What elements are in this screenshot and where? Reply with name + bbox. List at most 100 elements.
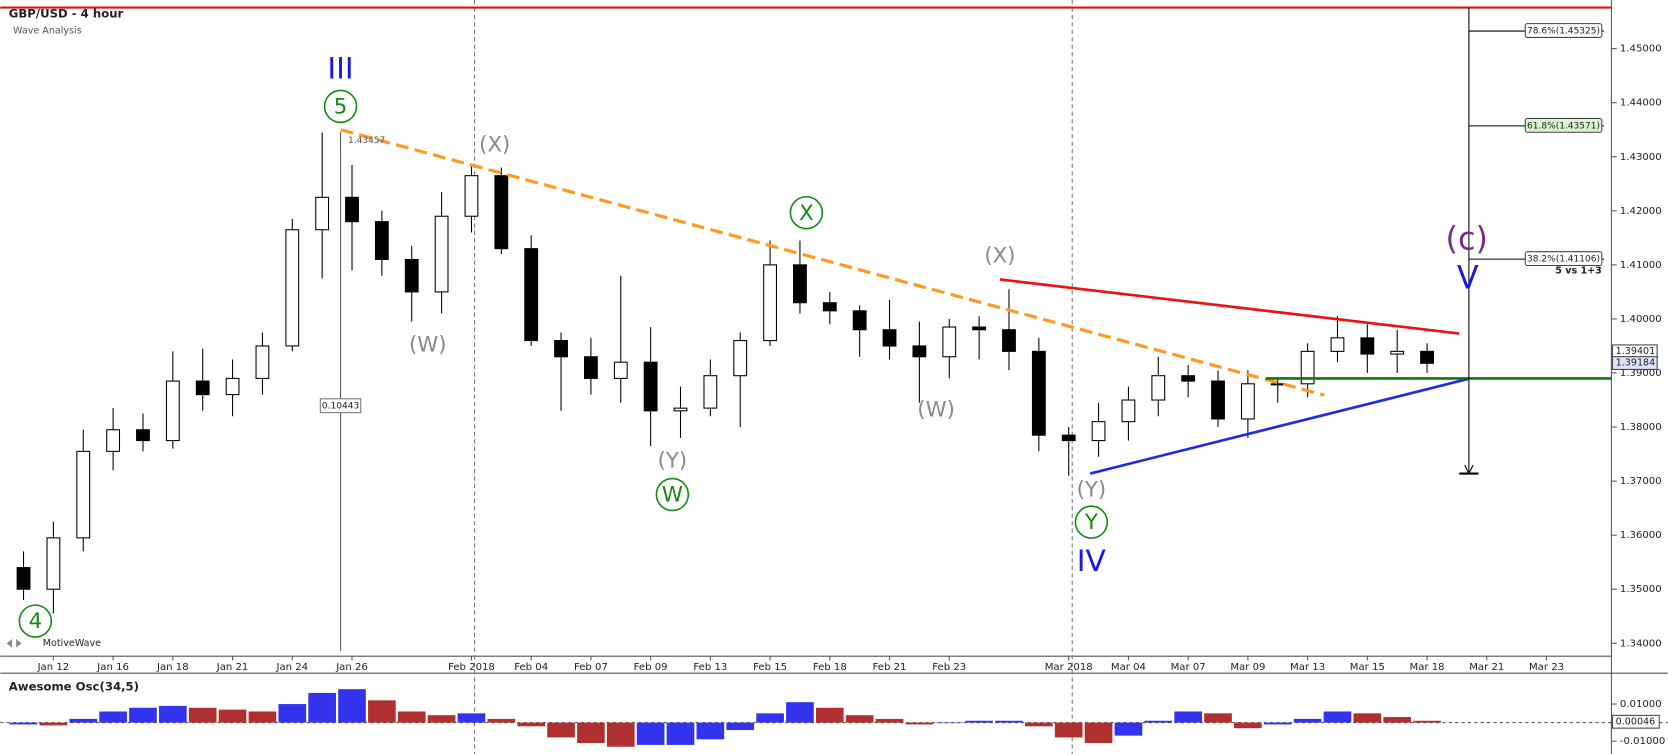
candle-body	[315, 196, 330, 231]
osc-bar	[1204, 713, 1232, 723]
osc-bar	[188, 707, 217, 723]
candle-body	[852, 310, 867, 331]
x-tick-label: Mar 15	[1350, 662, 1385, 673]
candle-body	[972, 326, 987, 331]
x-tick-label: Feb 13	[693, 662, 727, 673]
osc-bar	[995, 720, 1023, 723]
osc-bar	[1084, 722, 1113, 744]
x-tick-label: Jan 16	[96, 662, 129, 673]
candle-body	[673, 407, 688, 412]
nav-arrows[interactable]	[6, 639, 22, 648]
wave-label: X	[799, 201, 814, 226]
osc-bar	[636, 722, 665, 745]
x-tick-label: Mar 18	[1409, 662, 1444, 673]
x-tick-label: Mar 09	[1230, 662, 1265, 673]
osc-bar	[1413, 720, 1441, 723]
osc-bar	[547, 722, 575, 738]
candle-body	[345, 196, 359, 223]
x-tick-label: Mar 07	[1171, 662, 1206, 673]
x-tick-label: Feb 09	[634, 662, 668, 673]
candle-body	[703, 375, 718, 409]
osc-bar	[1323, 711, 1352, 723]
wave-label: (Y)	[1077, 477, 1107, 502]
price-tag-label: 1.39401	[1616, 346, 1656, 357]
candle-body	[16, 567, 31, 590]
measure-label: 0.10443	[322, 402, 360, 412]
wave-label: V	[1457, 259, 1479, 297]
wave-circle	[789, 195, 824, 230]
x-tick-label: Jan 26	[335, 662, 368, 673]
osc-bar	[1114, 722, 1143, 736]
x-tick-label: Mar 13	[1290, 662, 1325, 673]
osc-bar	[248, 711, 277, 723]
osc-bar	[935, 722, 964, 724]
x-tick-label: Jan 24	[275, 662, 308, 673]
fib-label: 78.6%(1.45325)	[1527, 27, 1600, 37]
osc-bar	[786, 702, 814, 723]
wave-label: Y	[1084, 510, 1099, 535]
wave-label: 4	[29, 609, 43, 634]
candle-body	[136, 429, 150, 442]
candle-body	[46, 537, 61, 590]
osc-bar	[905, 722, 934, 725]
wave-label: IV	[1077, 544, 1107, 579]
y-tick-label: 1.45000	[1620, 44, 1662, 55]
osc-bar	[457, 713, 486, 723]
y-tick-label: 1.40000	[1620, 314, 1662, 325]
candle-body	[643, 361, 658, 412]
y-tick-label: 1.38000	[1620, 422, 1662, 433]
candle-body	[225, 377, 240, 396]
osc-bar	[159, 705, 187, 723]
fib-label: 61.8%(1.43571)	[1527, 121, 1600, 131]
x-tick-label: Mar 04	[1111, 662, 1146, 673]
candle-body	[165, 380, 180, 442]
x-tick-label: Mar 2018	[1045, 662, 1093, 673]
fib-label: 38.2%(1.41106)	[1527, 255, 1600, 265]
osc-bar	[875, 718, 904, 723]
candle-body	[1121, 399, 1136, 423]
fib-label-box	[1524, 117, 1603, 133]
candle-body	[1151, 375, 1166, 401]
x-tick-label: Mar 23	[1529, 662, 1564, 673]
candle-body	[1420, 350, 1434, 364]
osc-bar	[577, 722, 605, 744]
osc-bar	[1263, 722, 1292, 725]
watermark: MotiveWave	[43, 638, 101, 649]
trendline	[340, 128, 1325, 397]
osc-last-tag	[1611, 714, 1660, 729]
wave-label: (c)	[1446, 219, 1488, 257]
wave-circle	[18, 604, 53, 638]
osc-last-label: 0.00046	[1616, 716, 1656, 727]
osc-bar	[338, 689, 366, 723]
osc-bar	[965, 720, 993, 723]
candle-body	[434, 215, 449, 293]
x-tick-label: Feb 15	[753, 662, 787, 673]
measure-top-label: 1.43457	[348, 136, 385, 146]
osc-bar	[308, 692, 336, 723]
wave-circle	[1074, 505, 1109, 539]
chart-subtitle: Wave Analysis	[13, 25, 82, 36]
osc-bar	[815, 707, 844, 723]
wave-label: (W)	[409, 333, 447, 358]
x-tick-label: Feb 18	[813, 662, 847, 673]
wave-label: (Y)	[658, 449, 688, 474]
candle-body	[285, 229, 300, 347]
candle-body	[822, 302, 837, 312]
candle-body	[763, 264, 777, 342]
candle-body	[464, 175, 479, 217]
x-tick-label: Feb 04	[514, 662, 548, 673]
candle-body	[404, 258, 419, 293]
y-tick-label: 1.41000	[1620, 260, 1662, 271]
scroll-icon[interactable]	[6, 639, 22, 648]
wave-label: (X)	[984, 243, 1015, 268]
osc-y-tick-label: 0.01000	[1620, 699, 1662, 710]
candle-body	[912, 345, 927, 358]
candle-body	[733, 340, 748, 377]
candle-body	[1031, 350, 1046, 436]
wave-label: (X)	[479, 133, 510, 158]
price-tag	[1611, 356, 1658, 370]
x-tick-label: Jan 12	[37, 662, 70, 673]
osc-bar	[69, 718, 98, 723]
